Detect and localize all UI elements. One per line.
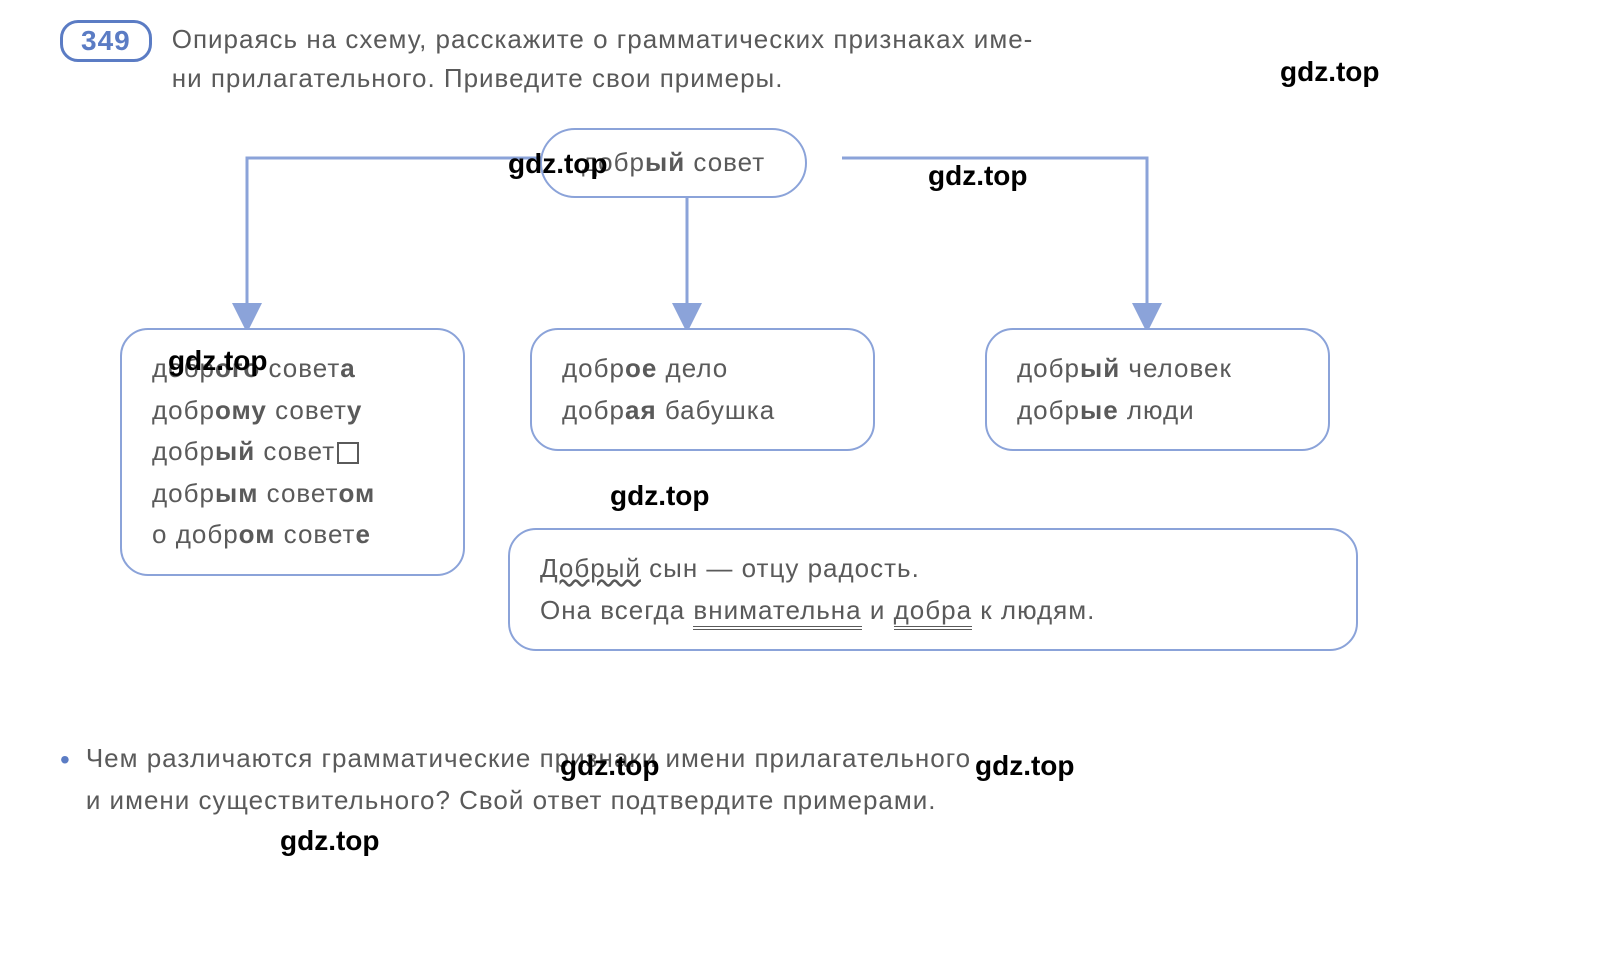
right-word-1: люди xyxy=(1119,395,1195,425)
mid-word-0: дело xyxy=(657,353,728,383)
right-word-0: человек xyxy=(1120,353,1232,383)
diagram-right-box: добрый человек добрые люди xyxy=(985,328,1330,451)
grammar-diagram: добрый совет доброго совета доброму сове… xyxy=(60,128,1564,708)
bullet-icon: • xyxy=(60,738,71,783)
right-end-1: ые xyxy=(1080,395,1119,425)
top-word2: совет xyxy=(685,147,765,177)
watermark-text: gdz.top xyxy=(975,750,1075,782)
left-end1-3: ым xyxy=(215,478,258,508)
footer-text: Чем различаются грамматические признаки … xyxy=(86,738,971,821)
bottom-line2: Она всегда внимательна и добра к людям. xyxy=(540,590,1326,632)
dbl-u2: добра xyxy=(894,595,972,630)
bottom-pre: Она всегда xyxy=(540,595,693,625)
dbl-u1: внимательна xyxy=(693,595,861,630)
mid-end-0: ое xyxy=(625,353,657,383)
mid-stem-0: добр xyxy=(562,353,625,383)
left-end1-2: ый xyxy=(215,436,255,466)
right-row: добрый человек xyxy=(1017,348,1298,390)
footer-line1: Чем различаются грамматические признаки … xyxy=(86,743,971,773)
bottom-rest: сын — отцу радость. xyxy=(641,553,920,583)
watermark-text: gdz.top xyxy=(610,480,710,512)
watermark-text: gdz.top xyxy=(560,750,660,782)
diagram-mid-box: доброе дело добрая бабушка xyxy=(530,328,875,451)
top-ending: ый xyxy=(645,147,685,177)
instruction-text: Опираясь на схему, расскажите о граммати… xyxy=(172,20,1034,98)
zero-ending-icon xyxy=(337,442,359,464)
left-row: добрый совет xyxy=(152,431,433,473)
left-stem-4: добр xyxy=(176,519,239,549)
bottom-post: к людям. xyxy=(972,595,1095,625)
mid-end-1: ая xyxy=(625,395,657,425)
left-stem-2: добр xyxy=(152,436,215,466)
instruction-line1: Опираясь на схему, расскажите о граммати… xyxy=(172,24,1034,54)
right-end-0: ый xyxy=(1080,353,1120,383)
left-end2-0: а xyxy=(340,353,355,383)
watermark-text: gdz.top xyxy=(1280,56,1380,88)
mid-word-1: бабушка xyxy=(657,395,776,425)
instruction-line2: ни прилагательного. Приведите свои приме… xyxy=(172,63,784,93)
footer-question: • Чем различаются грамматические признак… xyxy=(60,738,1564,821)
left-w2-3: совет xyxy=(258,478,338,508)
right-stem-0: добр xyxy=(1017,353,1080,383)
left-w2-2: совет xyxy=(255,436,335,466)
left-row: о добром совете xyxy=(152,514,433,556)
right-row: добрые люди xyxy=(1017,390,1298,432)
left-row: доброму совету xyxy=(152,390,433,432)
left-end1-1: ому xyxy=(215,395,267,425)
left-w2-4: совет xyxy=(275,519,355,549)
left-stem-3: добр xyxy=(152,478,215,508)
left-stem-1: добр xyxy=(152,395,215,425)
left-end1-4: ом xyxy=(239,519,276,549)
wavy-word: Добрый xyxy=(540,553,641,583)
bottom-line1: Добрый сын — отцу радость. xyxy=(540,548,1326,590)
diagram-bottom-box: Добрый сын — отцу радость. Она всегда вн… xyxy=(508,528,1358,651)
mid-row: добрая бабушка xyxy=(562,390,843,432)
watermark-text: gdz.top xyxy=(928,160,1028,192)
watermark-text: gdz.top xyxy=(168,345,268,377)
watermark-text: gdz.top xyxy=(508,148,608,180)
right-stem-1: добр xyxy=(1017,395,1080,425)
mid-row: доброе дело xyxy=(562,348,843,390)
left-prefix-4: о xyxy=(152,519,176,549)
left-end2-1: у xyxy=(347,395,362,425)
mid-stem-1: добр xyxy=(562,395,625,425)
left-end2-3: ом xyxy=(338,478,375,508)
footer-line2: и имени существительного? Свой ответ под… xyxy=(86,785,937,815)
left-w2-0: совет xyxy=(260,353,340,383)
left-row: добрым советом xyxy=(152,473,433,515)
exercise-number-badge: 349 xyxy=(60,20,152,62)
left-w2-1: совет xyxy=(267,395,347,425)
left-end2-4: е xyxy=(355,519,370,549)
bottom-mid: и xyxy=(862,595,894,625)
watermark-text: gdz.top xyxy=(280,825,380,857)
